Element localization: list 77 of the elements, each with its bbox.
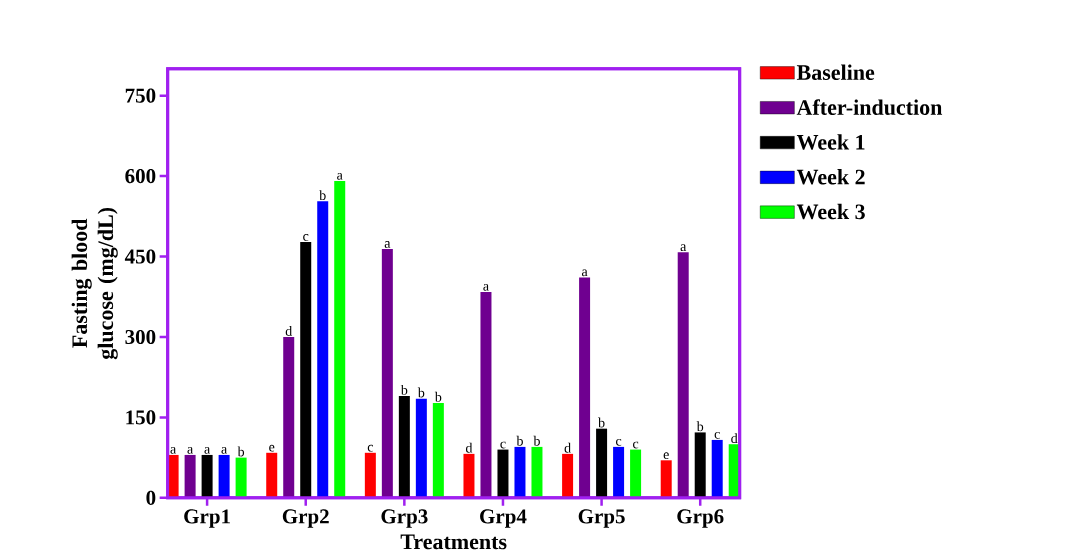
bar — [381, 249, 393, 498]
data-label: b — [319, 190, 326, 201]
data-label: a — [187, 447, 194, 454]
bar — [201, 454, 213, 498]
data-label: a — [221, 447, 228, 454]
x-tick-label: Grp4 — [480, 509, 527, 528]
bar — [334, 180, 346, 498]
bar — [613, 446, 625, 498]
y-tick-label: 150 — [126, 410, 156, 425]
y-tick-label: 750 — [125, 88, 156, 103]
data-label: a — [337, 173, 343, 180]
bar — [497, 449, 509, 498]
bar — [184, 454, 196, 498]
data-label: c — [616, 438, 622, 446]
y-axis-title: Fasting blood glucose (mg/dL) — [71, 207, 118, 360]
x-tick-label: Grp2 — [282, 509, 329, 528]
legend-label: Week 2 — [796, 168, 865, 185]
bar — [364, 452, 376, 498]
legend-label: Baseline — [796, 64, 875, 80]
data-label: b — [696, 421, 704, 432]
data-label: a — [680, 244, 687, 252]
data-label: c — [500, 441, 506, 449]
bar — [398, 395, 410, 498]
bar — [660, 460, 672, 498]
bar — [480, 291, 492, 498]
bar — [514, 446, 526, 498]
x-tick-label: Grp1 — [184, 509, 230, 528]
bar — [694, 432, 706, 498]
bar — [218, 454, 230, 498]
data-label: a — [384, 241, 391, 248]
data-label: b — [417, 387, 425, 398]
bar — [596, 428, 608, 498]
data-label: c — [367, 444, 374, 452]
bar — [531, 446, 543, 498]
data-label: b — [598, 417, 605, 428]
data-label: d — [465, 442, 473, 453]
x-tick-label: Grp6 — [677, 509, 724, 528]
legend-label: After-induction — [796, 99, 943, 115]
bar — [579, 277, 591, 498]
bar — [283, 336, 295, 498]
x-tick-label: Grp3 — [381, 509, 428, 528]
data-label: c — [714, 431, 720, 439]
data-label: a — [204, 447, 211, 454]
data-label: e — [269, 444, 275, 452]
data-label: b — [533, 435, 540, 446]
data-label: b — [400, 384, 408, 395]
bar — [562, 453, 574, 498]
y-tick-label: 0 — [146, 490, 156, 505]
bar — [300, 242, 312, 498]
x-tick-label: Grp5 — [578, 509, 625, 528]
data-label: b — [516, 435, 523, 446]
data-label: c — [633, 441, 639, 449]
bar — [235, 457, 247, 498]
y-tick-label: 300 — [125, 329, 156, 345]
data-label: b — [237, 446, 245, 457]
bar — [317, 201, 329, 498]
bar — [463, 453, 475, 498]
legend-label: Week 1 — [796, 134, 865, 150]
y-tick-label: 450 — [124, 249, 156, 264]
bar — [677, 252, 689, 498]
data-label: c — [303, 234, 309, 241]
data-label: b — [434, 391, 442, 402]
data-label: d — [731, 433, 738, 444]
data-label: d — [285, 325, 293, 336]
data-label: e — [663, 452, 669, 460]
bar — [266, 452, 278, 498]
bar — [432, 402, 444, 498]
data-label: a — [581, 269, 588, 277]
bar — [415, 398, 427, 498]
legend-label: Week 3 — [796, 203, 865, 220]
bar — [630, 449, 642, 498]
data-label: a — [483, 284, 489, 291]
data-label: d — [564, 442, 571, 453]
data-label: a — [170, 447, 177, 454]
y-tick-label: 600 — [125, 169, 156, 184]
x-axis-title: Treatments — [400, 534, 507, 550]
bar — [711, 439, 723, 498]
